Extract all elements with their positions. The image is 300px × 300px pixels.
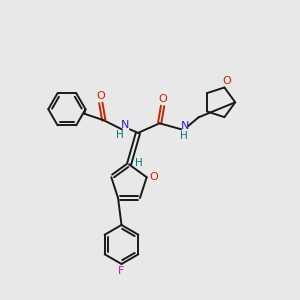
Text: H: H [180,131,188,141]
Text: O: O [222,76,231,86]
Text: O: O [96,91,105,101]
Text: F: F [118,266,125,277]
Text: O: O [149,172,158,182]
Text: H: H [135,158,142,168]
Text: O: O [159,94,168,104]
Text: N: N [121,120,130,130]
Text: N: N [181,121,190,131]
Text: H: H [116,130,124,140]
